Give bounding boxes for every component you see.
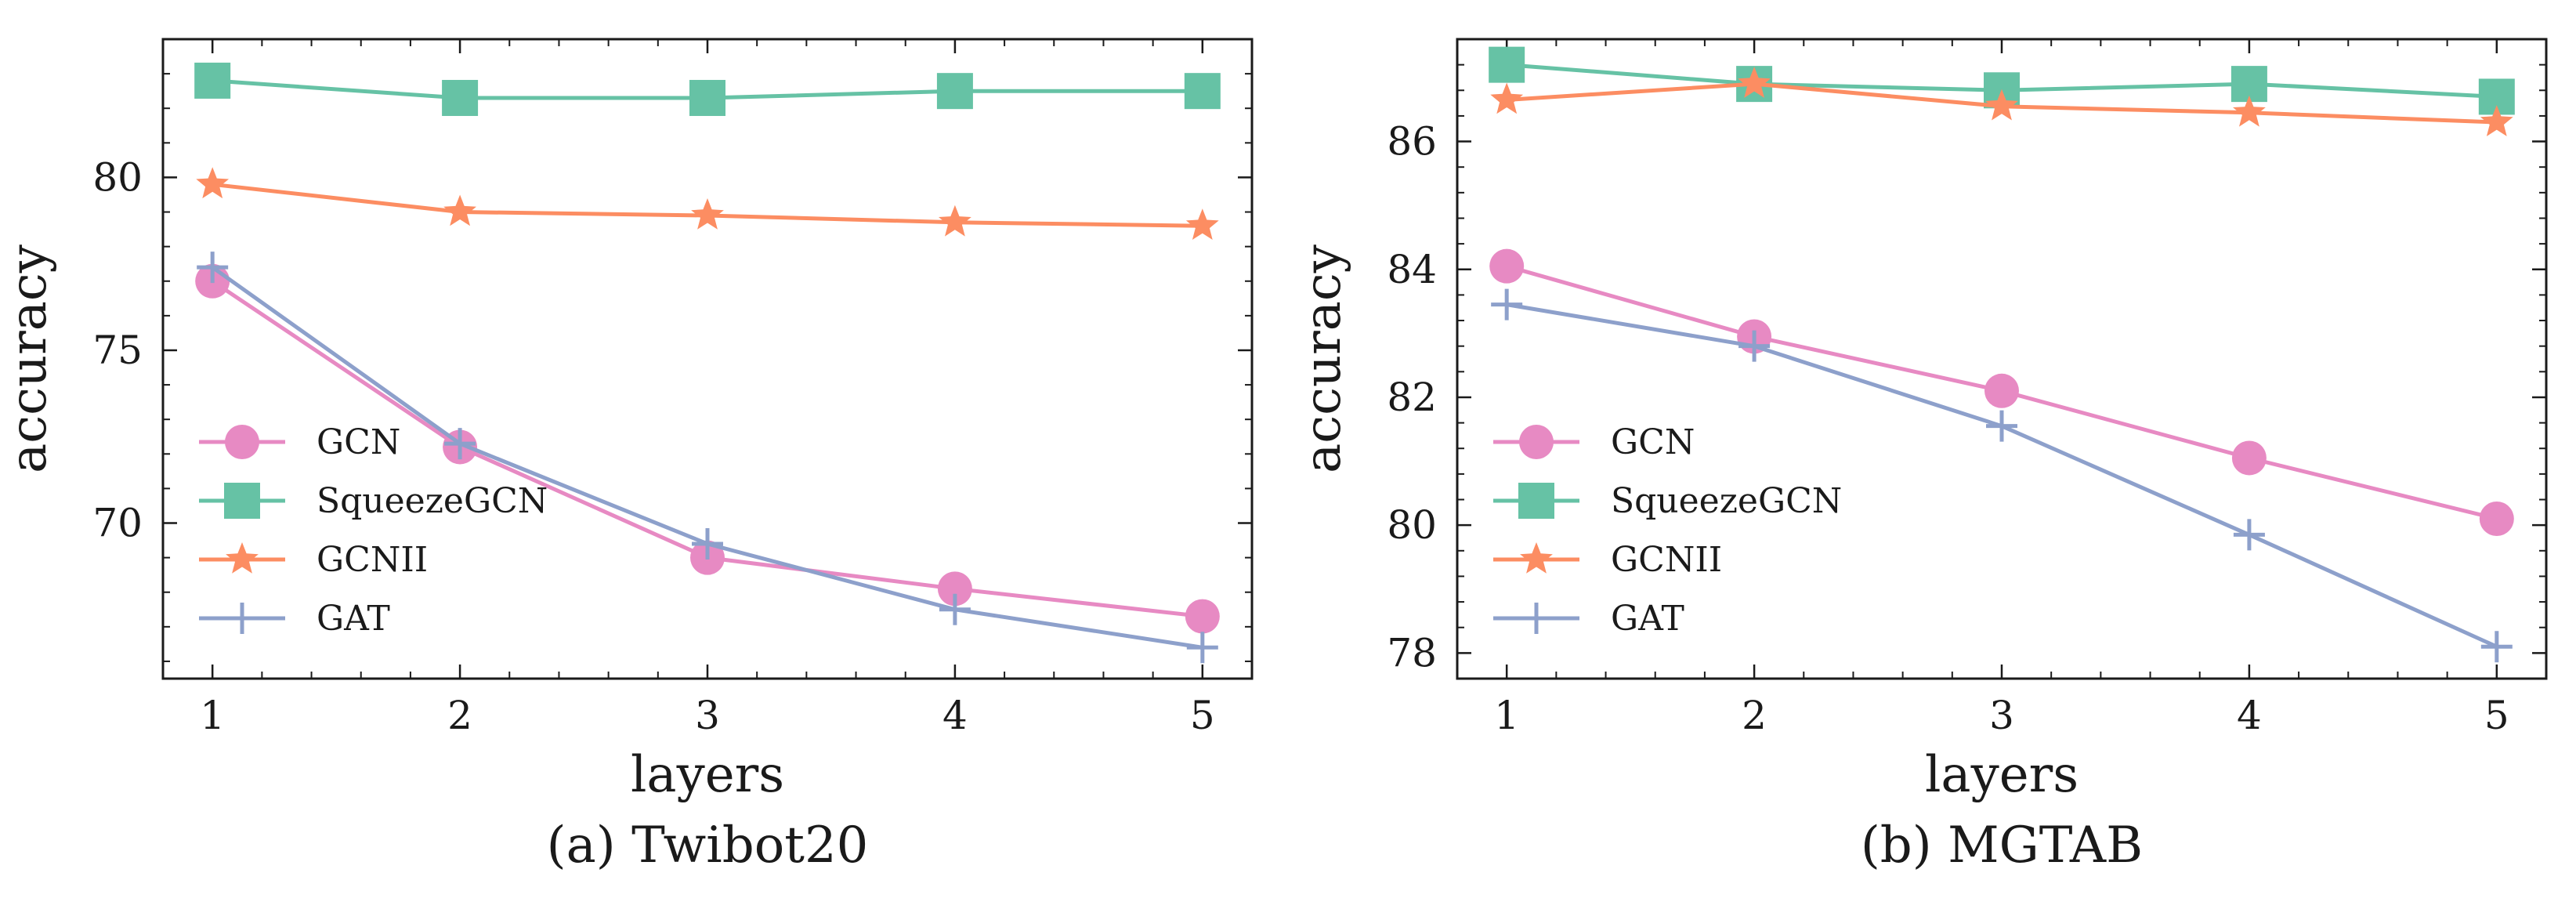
series-gcnii bbox=[1490, 67, 2513, 136]
series-gcnii bbox=[196, 167, 1219, 240]
legend-label-gat: GAT bbox=[317, 599, 390, 639]
data-point-gcn bbox=[937, 571, 972, 607]
x-tick-label: 3 bbox=[695, 693, 720, 738]
legend-marker-squeezegcn bbox=[1518, 483, 1554, 519]
legend: GCN SqueezeGCN GCNII GAT bbox=[199, 422, 548, 639]
data-point-gcnii bbox=[1490, 82, 1524, 114]
data-point-gcnii bbox=[691, 198, 724, 230]
data-point-gcn bbox=[2479, 502, 2514, 536]
series-line-gat bbox=[1506, 302, 2498, 649]
data-point-gcnii bbox=[939, 205, 971, 237]
chart-caption: (b) MGTAB bbox=[1861, 817, 2143, 875]
data-point-gcnii bbox=[2480, 105, 2513, 136]
y-tick-label: 75 bbox=[92, 328, 143, 373]
data-point-squeezegcn bbox=[936, 73, 973, 110]
x-axis-label: layers bbox=[1925, 746, 2079, 804]
legend-label-gcn: GCN bbox=[317, 422, 400, 462]
data-point-gat bbox=[692, 527, 723, 560]
y-tick-label: 78 bbox=[1387, 630, 1437, 675]
data-point-gat bbox=[939, 593, 971, 625]
legend-label-gcnii: GCNII bbox=[1611, 540, 1722, 580]
data-point-gat bbox=[1186, 632, 1218, 664]
x-tick-label: 5 bbox=[1190, 693, 1215, 738]
x-tick-label: 2 bbox=[447, 693, 472, 738]
x-tick-label: 3 bbox=[1989, 693, 2014, 738]
data-point-gcnii bbox=[443, 194, 476, 226]
data-point-gcnii bbox=[196, 167, 230, 199]
data-point-gat bbox=[1491, 288, 1523, 321]
data-point-gcn bbox=[1984, 373, 2019, 408]
y-tick-label: 70 bbox=[92, 501, 143, 546]
legend-label-gcnii: GCNII bbox=[317, 540, 428, 580]
x-tick-label: 2 bbox=[1742, 693, 1767, 738]
data-point-gcnii bbox=[1185, 208, 1219, 240]
data-point-gcnii bbox=[1985, 89, 2018, 121]
data-point-gcn bbox=[1489, 248, 1525, 284]
y-axis-label: accuracy bbox=[0, 244, 58, 473]
data-point-gat bbox=[444, 428, 476, 460]
x-tick-label: 4 bbox=[2237, 693, 2262, 738]
data-point-gcnii bbox=[1738, 67, 1771, 98]
data-point-gcn bbox=[2231, 440, 2267, 476]
data-point-squeezegcn bbox=[194, 62, 231, 99]
data-point-squeezegcn bbox=[1489, 46, 1525, 83]
legend-marker-gcn bbox=[225, 425, 259, 459]
legend-label-gat: GAT bbox=[1611, 599, 1684, 639]
legend-marker-gcnii bbox=[1520, 542, 1553, 574]
y-tick-label: 86 bbox=[1387, 119, 1437, 165]
legend-marker-squeezegcn bbox=[224, 483, 260, 519]
axes-frame bbox=[1456, 38, 2548, 680]
series-gat bbox=[1491, 288, 2513, 663]
legend-marker-gat bbox=[226, 603, 258, 634]
data-point-gcnii bbox=[2233, 95, 2266, 127]
chart-panel-twibot20: 1 2 3 4 5 70 75 80 layers accuracy (a) Twibot20 GCN… bbox=[0, 38, 1254, 875]
series-squeezegcn bbox=[194, 62, 1221, 116]
legend-marker-gcnii bbox=[226, 542, 259, 574]
x-axis-label: layers bbox=[631, 746, 784, 804]
data-point-gat bbox=[1986, 410, 2017, 442]
legend-label-squeezegcn: SqueezeGCN bbox=[1611, 481, 1842, 521]
chart-panel-mgtab: 1 2 3 4 5 78 80 82 84 86 layers accuracy (b) MGTAB GC… bbox=[1294, 38, 2548, 875]
legend-label-squeezegcn: SqueezeGCN bbox=[317, 481, 548, 521]
y-tick-label: 84 bbox=[1387, 247, 1437, 292]
x-tick-label: 1 bbox=[1494, 693, 1519, 738]
data-point-gat bbox=[2480, 631, 2513, 663]
data-point-squeezegcn bbox=[689, 79, 725, 116]
data-point-gat bbox=[2233, 519, 2265, 551]
x-tick-label: 4 bbox=[942, 693, 968, 738]
chart-caption: (a) Twibot20 bbox=[547, 817, 869, 875]
y-tick-label: 82 bbox=[1387, 375, 1437, 420]
data-point-gat bbox=[197, 252, 229, 284]
data-point-squeezegcn bbox=[1184, 73, 1221, 110]
data-point-gcn bbox=[1185, 599, 1220, 634]
legend-label-gcn: GCN bbox=[1611, 422, 1695, 462]
y-tick-label: 80 bbox=[92, 154, 143, 200]
y-axis-label: accuracy bbox=[1294, 244, 1352, 473]
x-tick-label: 1 bbox=[200, 693, 225, 738]
legend-marker-gat bbox=[1521, 603, 1552, 634]
legend-marker-gcn bbox=[1519, 425, 1554, 459]
data-point-gat bbox=[1738, 330, 1771, 362]
legend: GCN SqueezeGCN GCNII GAT bbox=[1493, 422, 1842, 639]
y-tick-label: 80 bbox=[1387, 502, 1437, 548]
series-gat bbox=[197, 252, 1218, 664]
x-tick-label: 5 bbox=[2484, 693, 2509, 738]
data-point-squeezegcn bbox=[442, 79, 479, 116]
